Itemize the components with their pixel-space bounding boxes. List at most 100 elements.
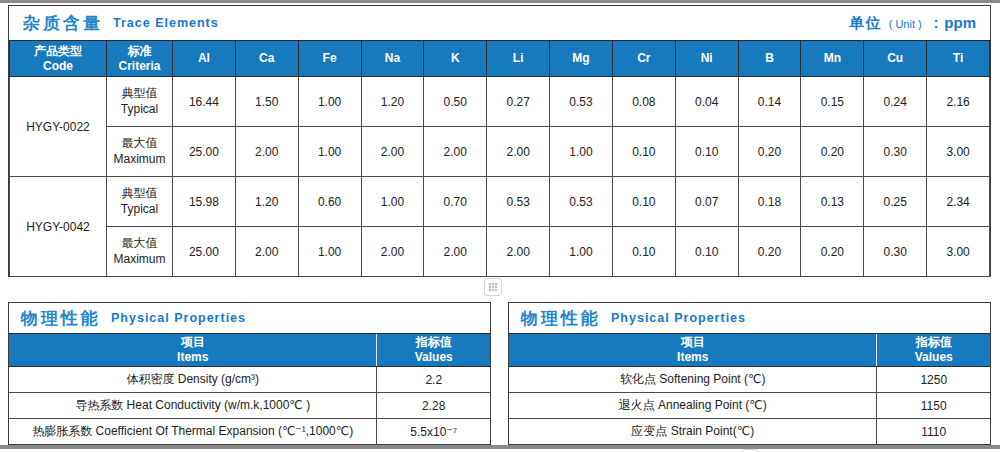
value-cell: 0.20: [801, 227, 864, 277]
item-cell: 应变点 Strain Point(℃): [509, 419, 877, 445]
col-header-element: Ni: [675, 41, 738, 77]
col-header-values-zh: 指标值: [378, 335, 489, 350]
value-cell: 0.10: [612, 127, 675, 177]
col-header-criteria-zh: 标准: [107, 44, 172, 59]
criteria-zh: 最大值: [107, 236, 172, 252]
value-cell: 2.00: [424, 227, 487, 277]
criteria-en: Maximum: [107, 152, 172, 168]
col-header-values: 指标值 Values: [877, 334, 990, 367]
value-cell: 16.44: [173, 77, 236, 127]
value-cell: 0.27: [487, 77, 550, 127]
col-header-criteria: 标准 Criteria: [107, 41, 173, 77]
physical-properties-right-table: 项目 Items 指标值 Values 软化点 Softening Point …: [509, 333, 990, 445]
value-cell: 0.60: [298, 177, 361, 227]
col-header-element: Al: [173, 41, 236, 77]
value-cell: 0.53: [487, 177, 550, 227]
criteria-cell: 典型值 Typical: [107, 77, 173, 127]
value-cell: 1.20: [235, 177, 298, 227]
col-header-items-zh: 项目: [510, 335, 875, 350]
value-cell: 5.5x10⁻⁷: [377, 419, 490, 445]
value-cell: 1.00: [298, 227, 361, 277]
col-header-element: Na: [361, 41, 424, 77]
value-cell: 0.10: [675, 227, 738, 277]
value-cell: 0.20: [738, 227, 801, 277]
criteria-cell: 典型值 Typical: [107, 177, 173, 227]
table-row: 最大值 Maximum 25.00 2.00 1.00 2.00 2.00 2.…: [10, 127, 990, 177]
col-header-values: 指标值 Values: [377, 334, 490, 367]
col-header-items-en: Items: [510, 350, 875, 365]
value-cell: 2.2: [377, 367, 490, 393]
table-row: 最大值 Maximum 25.00 2.00 1.00 2.00 2.00 2.…: [10, 227, 990, 277]
value-cell: 1110: [877, 419, 990, 445]
table-row: 热膨胀系数 Coefficient Of Thermal Expansion (…: [9, 419, 490, 445]
trace-elements-section: 杂质含量 Trace Elements 单位 ( Unit ) : ppm 产品…: [8, 5, 991, 277]
bottom-separator-bar: [0, 445, 1000, 449]
value-cell: 0.20: [801, 127, 864, 177]
value-cell: 25.00: [173, 227, 236, 277]
col-header-element: Mg: [550, 41, 613, 77]
table-row: 退火点 Annealing Point (℃) 1150: [509, 393, 990, 419]
value-cell: 1.00: [550, 227, 613, 277]
value-cell: 15.98: [173, 177, 236, 227]
criteria-en: Typical: [107, 102, 172, 118]
value-cell: 3.00: [927, 227, 990, 277]
section-title-zh: 物理性能: [21, 307, 101, 330]
criteria-en: Maximum: [107, 252, 172, 268]
criteria-zh: 最大值: [107, 136, 172, 152]
col-header-items: 项目 Items: [9, 334, 377, 367]
value-cell: 0.25: [864, 177, 927, 227]
criteria-cell: 最大值 Maximum: [107, 127, 173, 177]
value-cell: 0.50: [424, 77, 487, 127]
item-cell: 热膨胀系数 Coefficient Of Thermal Expansion (…: [9, 419, 377, 445]
value-cell: 1.50: [235, 77, 298, 127]
col-header-items-zh: 项目: [10, 335, 375, 350]
unit-colon: :: [934, 15, 939, 31]
value-cell: 0.13: [801, 177, 864, 227]
physical-properties-left-section: 物理性能 Physical Properties 项目 Items 指标值 Va…: [8, 302, 491, 445]
value-cell: 0.70: [424, 177, 487, 227]
section-title-zh: 杂质含量: [23, 12, 103, 35]
col-header-element: Ca: [235, 41, 298, 77]
section-title-zh: 物理性能: [521, 307, 601, 330]
value-cell: 0.10: [675, 127, 738, 177]
value-cell: 2.34: [927, 177, 990, 227]
col-header-element: Ti: [927, 41, 990, 77]
col-header-element: K: [424, 41, 487, 77]
item-cell: 退火点 Annealing Point (℃): [509, 393, 877, 419]
value-cell: 2.16: [927, 77, 990, 127]
top-separator-bar: [0, 0, 1000, 3]
physical-header-row: 项目 Items 指标值 Values: [509, 334, 990, 367]
col-header-element: Fe: [298, 41, 361, 77]
col-header-element: Cr: [612, 41, 675, 77]
physical-header-row: 项目 Items 指标值 Values: [9, 334, 490, 367]
col-header-items-en: Items: [10, 350, 375, 365]
table-row: 导热系数 Heat Conductivity (w/m.k,1000℃ ) 2.…: [9, 393, 490, 419]
trace-header-row: 产品类型 Code 标准 Criteria Al Ca Fe Na K Li M…: [10, 41, 990, 77]
trace-elements-titlebar: 杂质含量 Trace Elements 单位 ( Unit ) : ppm: [9, 6, 990, 40]
value-cell: 1.00: [298, 127, 361, 177]
product-code: HYGY-0022: [10, 77, 107, 177]
col-header-criteria-en: Criteria: [107, 59, 172, 74]
value-cell: 0.30: [864, 227, 927, 277]
value-cell: 1250: [877, 367, 990, 393]
value-cell: 0.10: [612, 227, 675, 277]
col-header-code-zh: 产品类型: [10, 44, 106, 59]
product-code: HYGY-0042: [10, 177, 107, 277]
trace-elements-table: 产品类型 Code 标准 Criteria Al Ca Fe Na K Li M…: [9, 40, 990, 277]
value-cell: 2.00: [424, 127, 487, 177]
table-row: 应变点 Strain Point(℃) 1110: [509, 419, 990, 445]
unit-label-en: ( Unit ): [889, 18, 922, 30]
value-cell: 2.28: [377, 393, 490, 419]
item-cell: 软化点 Softening Point (℃): [509, 367, 877, 393]
value-cell: 2.00: [361, 127, 424, 177]
value-cell: 1.20: [361, 77, 424, 127]
value-cell: 3.00: [927, 127, 990, 177]
value-cell: 1.00: [550, 127, 613, 177]
table-row: HYGY-0042 典型值 Typical 15.98 1.20 0.60 1.…: [10, 177, 990, 227]
value-cell: 1150: [877, 393, 990, 419]
section-title-en: Trace Elements: [113, 16, 219, 30]
item-cell: 导热系数 Heat Conductivity (w/m.k,1000℃ ): [9, 393, 377, 419]
col-header-code-en: Code: [10, 59, 106, 74]
value-cell: 2.00: [235, 227, 298, 277]
drag-handle[interactable]: [484, 278, 502, 296]
